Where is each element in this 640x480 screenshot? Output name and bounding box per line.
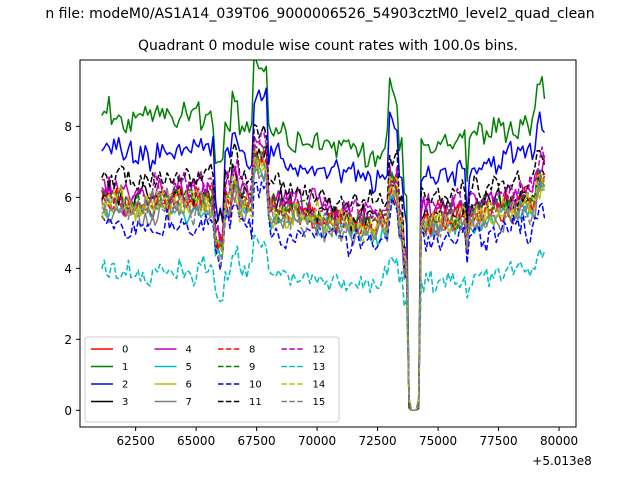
y-tick-label: 2 bbox=[64, 333, 72, 347]
series-line-15 bbox=[101, 151, 546, 412]
legend-box bbox=[84, 336, 340, 423]
x-offset-label: +5.013e8 bbox=[532, 454, 591, 468]
axes-frame bbox=[79, 59, 577, 428]
legend-label-2: 2 bbox=[122, 380, 128, 391]
y-tick-label: 0 bbox=[64, 404, 72, 418]
legend-label-1: 1 bbox=[122, 362, 128, 373]
legend-label-7: 7 bbox=[186, 397, 192, 408]
x-tick-label: 67500 bbox=[238, 434, 276, 448]
x-tick-label: 62500 bbox=[117, 434, 155, 448]
legend-label-0: 0 bbox=[122, 345, 128, 356]
legend-label-4: 4 bbox=[186, 345, 192, 356]
x-tick-label: 72500 bbox=[359, 434, 397, 448]
legend-label-10: 10 bbox=[249, 380, 262, 391]
legend-label-6: 6 bbox=[186, 380, 192, 391]
x-tick-label: 77500 bbox=[479, 434, 517, 448]
legend-label-9: 9 bbox=[249, 362, 255, 373]
chart-title: Quadrant 0 module wise count rates with … bbox=[138, 38, 518, 54]
series-layer bbox=[101, 60, 546, 412]
x-tick-label: 70000 bbox=[298, 434, 336, 448]
series-line-11 bbox=[101, 123, 546, 412]
x-tick-label: 65000 bbox=[177, 434, 215, 448]
series-line-13 bbox=[101, 234, 546, 412]
legend-label-11: 11 bbox=[249, 397, 262, 408]
series-line-10 bbox=[101, 181, 546, 412]
legend-label-3: 3 bbox=[122, 397, 128, 408]
figure-title: n file: modeM0/AS1A14_039T06_9000006526_… bbox=[45, 6, 594, 22]
legend-label-8: 8 bbox=[249, 345, 255, 356]
series-line-9 bbox=[101, 145, 545, 412]
legend-label-5: 5 bbox=[186, 362, 192, 373]
series-line-2 bbox=[101, 87, 546, 412]
legend-label-12: 12 bbox=[313, 345, 326, 356]
legend-label-13: 13 bbox=[313, 362, 326, 373]
y-axis: 0 2 4 6 8 bbox=[64, 120, 80, 418]
series-line-3 bbox=[101, 142, 546, 412]
y-tick-label: 8 bbox=[64, 120, 72, 134]
series-line-7 bbox=[101, 156, 546, 412]
y-tick-label: 4 bbox=[64, 262, 72, 276]
series-line-1 bbox=[101, 60, 546, 412]
y-tick-label: 6 bbox=[64, 191, 72, 205]
x-tick-label: 75000 bbox=[419, 434, 457, 448]
x-axis: 62500 65000 67500 70000 72500 75000 77500 80000 bbox=[117, 427, 578, 448]
series-line-12 bbox=[101, 130, 546, 412]
x-tick-label: 80000 bbox=[540, 434, 578, 448]
legend-label-15: 15 bbox=[313, 397, 326, 408]
legend-label-14: 14 bbox=[313, 380, 326, 391]
